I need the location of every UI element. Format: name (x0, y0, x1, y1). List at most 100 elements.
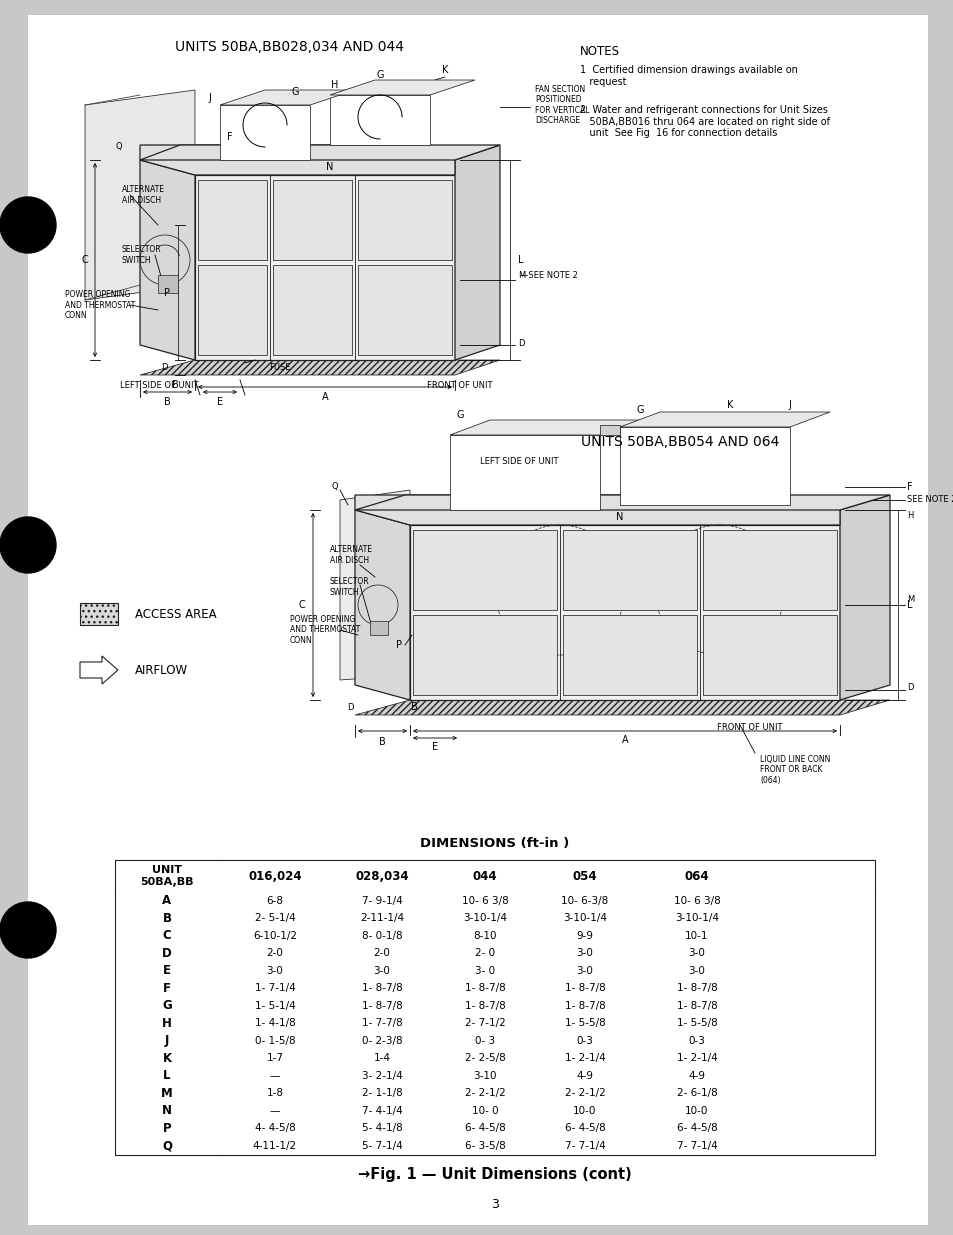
Polygon shape (840, 495, 889, 700)
Text: 10-0: 10-0 (573, 1105, 596, 1115)
Text: 10- 6 3/8: 10- 6 3/8 (461, 895, 508, 905)
Text: 1- 8-7/8: 1- 8-7/8 (361, 983, 402, 993)
Text: 2- 2-1/2: 2- 2-1/2 (464, 1088, 505, 1098)
Text: 3-10-1/4: 3-10-1/4 (675, 913, 719, 924)
Polygon shape (450, 435, 599, 510)
Text: 2- 2-5/8: 2- 2-5/8 (464, 1053, 505, 1063)
Text: POWER OPENING
AND THERMOSTAT
CONN: POWER OPENING AND THERMOSTAT CONN (65, 290, 135, 320)
Bar (357, 180, 452, 261)
Text: L: L (517, 254, 523, 266)
Text: F: F (163, 982, 171, 994)
Polygon shape (330, 95, 430, 144)
Text: M: M (517, 270, 525, 279)
Text: 7- 7-1/4: 7- 7-1/4 (676, 1141, 717, 1151)
Bar (273, 266, 352, 354)
Text: K: K (162, 1052, 172, 1065)
Polygon shape (599, 425, 619, 435)
Text: H: H (906, 510, 912, 520)
Text: 0-3: 0-3 (576, 1036, 593, 1046)
Text: SELECTOR
SWITCH: SELECTOR SWITCH (122, 246, 161, 264)
Text: 1- 8-7/8: 1- 8-7/8 (464, 1000, 505, 1010)
Text: UNITS 50BA,BB054 AND 064: UNITS 50BA,BB054 AND 064 (580, 435, 779, 450)
Text: 028,034: 028,034 (355, 869, 409, 883)
Text: 1- 8-7/8: 1- 8-7/8 (464, 983, 505, 993)
Polygon shape (330, 80, 475, 95)
Text: 7- 7-1/4: 7- 7-1/4 (564, 1141, 605, 1151)
Text: P: P (164, 288, 170, 298)
Polygon shape (410, 525, 840, 700)
Text: P: P (395, 640, 401, 650)
Text: G: G (291, 86, 298, 98)
Text: 3-0: 3-0 (374, 966, 390, 976)
Text: 1- 8-7/8: 1- 8-7/8 (676, 1000, 717, 1010)
Text: 3- 0: 3- 0 (475, 966, 495, 976)
Circle shape (0, 517, 56, 573)
Text: 0- 1-5/8: 0- 1-5/8 (254, 1036, 295, 1046)
Text: D: D (517, 338, 524, 347)
Text: 1-4: 1-4 (374, 1053, 390, 1063)
Text: 4-11-1/2: 4-11-1/2 (253, 1141, 296, 1151)
Text: 2- 0: 2- 0 (475, 948, 495, 958)
Polygon shape (220, 105, 310, 161)
Text: —SEE NOTE 2: —SEE NOTE 2 (519, 270, 578, 279)
Text: 1- 7-1/4: 1- 7-1/4 (254, 983, 295, 993)
Text: 10- 6 3/8: 10- 6 3/8 (673, 895, 720, 905)
Text: FUSE: FUSE (269, 363, 291, 372)
Text: E: E (432, 742, 437, 752)
Text: FRONT OF UNIT: FRONT OF UNIT (717, 722, 781, 731)
Text: F: F (227, 132, 233, 142)
Bar (198, 266, 267, 354)
Text: 1- 8-7/8: 1- 8-7/8 (676, 983, 717, 993)
Text: 044: 044 (472, 869, 497, 883)
Polygon shape (140, 144, 455, 175)
Text: 016,024: 016,024 (248, 869, 301, 883)
Text: 3-0: 3-0 (576, 948, 593, 958)
Text: 4- 4-5/8: 4- 4-5/8 (254, 1124, 295, 1134)
Polygon shape (355, 495, 889, 510)
Text: 6- 3-5/8: 6- 3-5/8 (464, 1141, 505, 1151)
Bar (562, 615, 697, 695)
Text: 1- 8-7/8: 1- 8-7/8 (564, 1000, 605, 1010)
Text: ALTERNATE
AIR DISCH: ALTERNATE AIR DISCH (330, 546, 373, 564)
Text: H: H (331, 80, 338, 90)
Text: UNIT
50BA,BB: UNIT 50BA,BB (140, 866, 193, 887)
Polygon shape (80, 656, 118, 684)
Polygon shape (140, 359, 499, 375)
Text: J: J (165, 1034, 169, 1047)
Text: 064: 064 (684, 869, 709, 883)
Text: 1- 2-1/4: 1- 2-1/4 (676, 1053, 717, 1063)
Text: G: G (375, 70, 383, 80)
Text: 3-0: 3-0 (576, 966, 593, 976)
Text: N: N (326, 162, 334, 172)
Text: 6-10-1/2: 6-10-1/2 (253, 931, 296, 941)
Circle shape (0, 902, 56, 958)
Text: NOTES: NOTES (579, 44, 619, 58)
Text: B: B (172, 380, 178, 390)
Text: 1- 5-1/4: 1- 5-1/4 (254, 1000, 295, 1010)
Text: B: B (378, 737, 385, 747)
Text: 3-10-1/4: 3-10-1/4 (562, 913, 606, 924)
Bar (198, 180, 267, 261)
Text: UNITS 50BA,BB028,034 AND 044: UNITS 50BA,BB028,034 AND 044 (175, 40, 404, 54)
Text: P: P (163, 1121, 172, 1135)
Polygon shape (85, 90, 194, 300)
Text: L: L (906, 600, 911, 610)
Text: G: G (456, 410, 463, 420)
Text: N: N (162, 1104, 172, 1118)
Polygon shape (455, 144, 499, 359)
Text: LIQUID LINE CONN
FRONT OR BACK
(064): LIQUID LINE CONN FRONT OR BACK (064) (760, 755, 829, 784)
Text: M: M (906, 595, 913, 604)
Text: FAN SECTION
POSITIONED
FOR VERTICAL
DISCHARGE: FAN SECTION POSITIONED FOR VERTICAL DISC… (535, 85, 589, 125)
Text: L: L (163, 1070, 171, 1082)
Text: 1- 8-7/8: 1- 8-7/8 (361, 1000, 402, 1010)
Text: SELECTOR
SWITCH: SELECTOR SWITCH (330, 577, 369, 597)
Text: 0- 3: 0- 3 (475, 1036, 495, 1046)
Polygon shape (355, 495, 840, 525)
Text: 2  Water and refrigerant connections for Unit Sizes
   50BA,BB016 thru 064 are l: 2 Water and refrigerant connections for … (579, 105, 829, 138)
Text: 3-10: 3-10 (473, 1071, 497, 1081)
Text: G: G (162, 999, 172, 1013)
Text: 1- 4-1/8: 1- 4-1/8 (254, 1018, 295, 1029)
Text: 1- 2-1/4: 1- 2-1/4 (564, 1053, 605, 1063)
Text: H: H (162, 1016, 172, 1030)
Text: 8- 0-1/8: 8- 0-1/8 (361, 931, 402, 941)
